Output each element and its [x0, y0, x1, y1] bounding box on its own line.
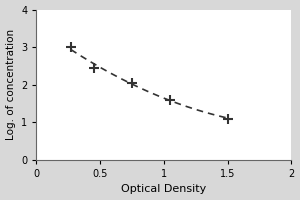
Y-axis label: Log. of concentration: Log. of concentration — [6, 29, 16, 140]
X-axis label: Optical Density: Optical Density — [121, 184, 206, 194]
